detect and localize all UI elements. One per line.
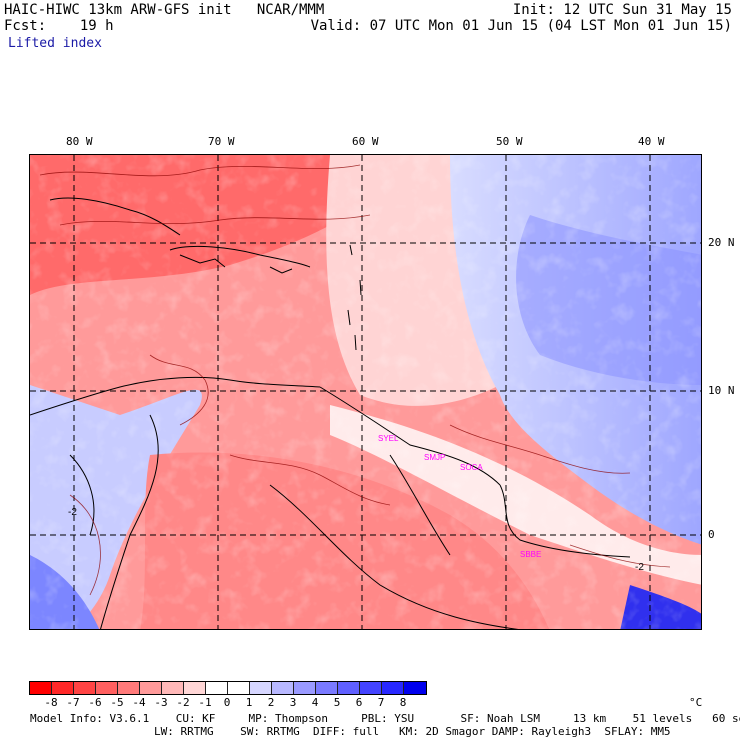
field-texture — [30, 155, 701, 629]
colorbar-swatch — [96, 682, 118, 694]
colorbar-tick-label: 4 — [311, 696, 319, 709]
colorbar-swatch — [162, 682, 184, 694]
colorbar-tick-label: -1 — [198, 696, 212, 709]
colorbar-swatch — [360, 682, 382, 694]
colorbar-swatch — [294, 682, 316, 694]
lat-label-20n: 20 N — [708, 236, 735, 249]
colorbar-swatch — [52, 682, 74, 694]
contour-label: -2 — [635, 562, 644, 573]
colorbar-swatch — [118, 682, 140, 694]
colorbar-swatch — [272, 682, 294, 694]
colorbar-unit: °C — [689, 696, 703, 709]
model-info-line1: Model Info: V3.6.1 CU: KF MP: Thompson P… — [30, 712, 740, 725]
lon-label-80w: 80 W — [66, 135, 93, 148]
colorbar-tick-label: 7 — [377, 696, 385, 709]
colorbar-tick-label: -6 — [88, 696, 102, 709]
lon-label-60w: 60 W — [352, 135, 379, 148]
colorbar-swatch — [316, 682, 338, 694]
graticule — [30, 155, 701, 629]
title-line: HAIC-HIWC 13km ARW-GFS init NCAR/MMM — [4, 2, 325, 18]
colorbar-swatch — [74, 682, 96, 694]
station-syel: SYEL — [378, 434, 399, 443]
lat-label-10n: 10 N — [708, 384, 735, 397]
colorbar-swatch — [140, 682, 162, 694]
colorbar-tick-label: -2 — [176, 696, 190, 709]
colorbar-swatch — [338, 682, 360, 694]
model-info-line2: LW: RRTMG SW: RRTMG DIFF: full KM: 2D Sm… — [154, 725, 671, 738]
colorbar-tick-label: -5 — [110, 696, 124, 709]
colorbar-tick-label: 5 — [333, 696, 341, 709]
colorbar-tick-label: 8 — [399, 696, 407, 709]
lifted-index-map: SYEL SMJP SOCA SBBE -2 -2 — [29, 154, 702, 630]
colorbar-tick-label: 3 — [289, 696, 297, 709]
colorbar-swatch — [382, 682, 404, 694]
colorbar-tick-label: 2 — [267, 696, 275, 709]
init-time: Init: 12 UTC Sun 31 May 15 — [512, 2, 732, 18]
colorbar-tick-label: 1 — [245, 696, 253, 709]
station-smjp: SMJP — [424, 453, 445, 462]
lon-label-40w: 40 W — [638, 135, 665, 148]
colorbar-tick-label: -7 — [66, 696, 80, 709]
colorbar-swatch — [404, 682, 426, 694]
colorbar-swatch — [250, 682, 272, 694]
colorbar-tick-label: -4 — [132, 696, 146, 709]
colorbar-tick-label: 6 — [355, 696, 363, 709]
forecast-hour: Fcst: 19 h — [4, 18, 114, 34]
colorbar-tick-label: -8 — [44, 696, 58, 709]
colorbar — [29, 681, 427, 695]
colorbar-swatch — [30, 682, 52, 694]
colorbar-swatch — [206, 682, 228, 694]
station-sbbe: SBBE — [520, 550, 541, 559]
colorbar-swatch — [228, 682, 250, 694]
map-canvas: SYEL SMJP SOCA SBBE -2 -2 — [30, 155, 701, 629]
lon-label-70w: 70 W — [208, 135, 235, 148]
contour-labels: -2 -2 — [68, 507, 644, 573]
colorbar-tick-label: -3 — [154, 696, 168, 709]
contour-label: -2 — [68, 507, 77, 518]
valid-time: Valid: 07 UTC Mon 01 Jun 15 (04 LST Mon … — [310, 18, 732, 34]
contours — [39, 164, 671, 596]
station-soca: SOCA — [460, 463, 483, 472]
lat-label-0: 0 — [708, 528, 715, 541]
colorbar-swatch — [184, 682, 206, 694]
coastlines — [30, 197, 631, 629]
colorbar-tick-label: 0 — [223, 696, 231, 709]
field-name: Lifted index — [8, 36, 102, 51]
stations: SYEL SMJP SOCA SBBE — [378, 434, 541, 559]
lon-label-50w: 50 W — [496, 135, 523, 148]
